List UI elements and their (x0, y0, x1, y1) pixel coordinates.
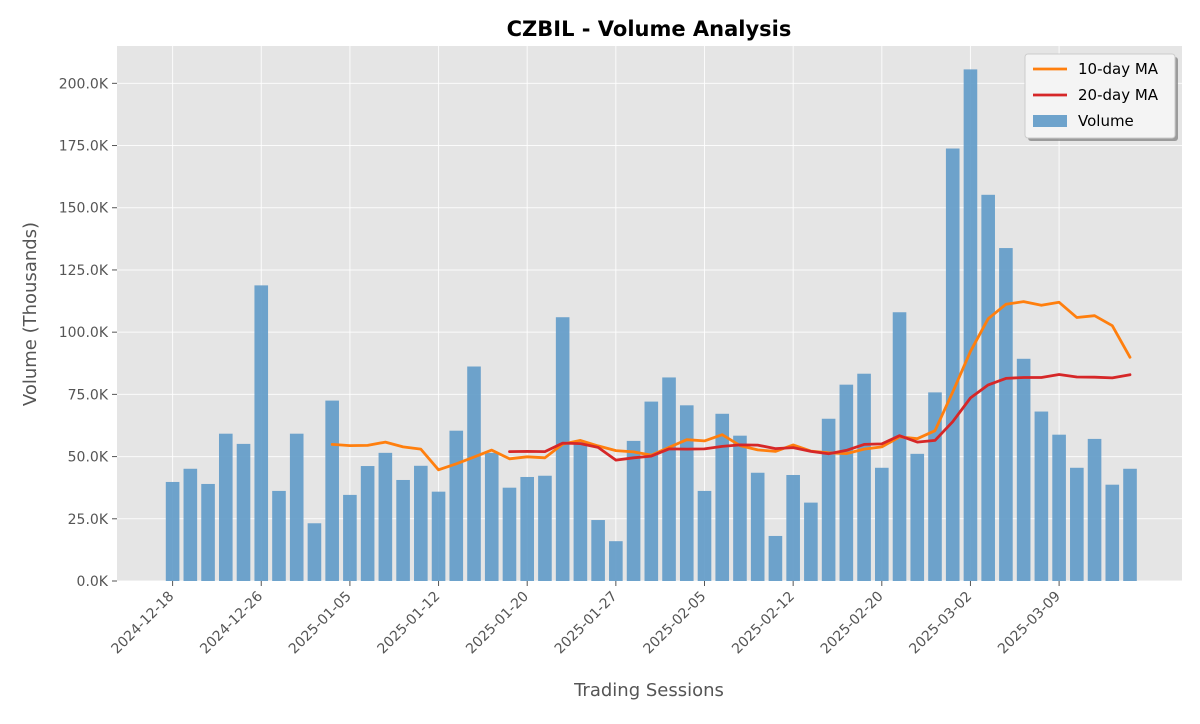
x-tick-label: 2025-03-09 (995, 589, 1064, 658)
x-tick-label: 2025-02-20 (818, 589, 887, 658)
volume-bar (1087, 438, 1102, 581)
volume-bar (254, 285, 269, 581)
volume-bar (804, 502, 818, 581)
x-tick-label: 2024-12-18 (109, 589, 178, 658)
x-axis: 2024-12-18 2024-12-26 2025-01-05 2025-01-12… (109, 581, 1064, 657)
y-tick-label: 175.0K (59, 139, 109, 155)
volume-bar (502, 487, 517, 581)
volume-bar (1016, 358, 1031, 581)
legend: 10-day MA 20-day MA Volume (1024, 53, 1178, 141)
volume-bar (875, 467, 889, 581)
volume-bar (821, 418, 836, 581)
volume-bar (591, 520, 605, 581)
y-tick-label: 0.0K (77, 574, 109, 590)
volume-bar (733, 435, 747, 581)
volume-bar (289, 433, 304, 581)
volume-bar (644, 401, 659, 581)
volume-bar (786, 474, 800, 581)
volume-bar (573, 442, 588, 581)
volume-bar (325, 400, 339, 581)
volume-bar (945, 148, 960, 581)
volume-bar (520, 476, 534, 581)
x-tick-label: 2025-02-05 (640, 589, 709, 658)
volume-bar (999, 248, 1013, 581)
y-tick-label: 75.0K (68, 387, 109, 403)
volume-bar (414, 465, 428, 581)
volume-bar (697, 490, 712, 581)
volume-bar (484, 452, 499, 581)
volume-bar (981, 194, 995, 581)
volume-bar (1123, 468, 1137, 581)
x-tick-label: 2025-01-12 (375, 589, 444, 658)
legend-label-volume: Volume (1078, 112, 1134, 130)
x-tick-label: 2025-01-05 (286, 589, 355, 658)
volume-bar (892, 312, 907, 581)
volume-bar (431, 491, 446, 581)
volume-bar (272, 490, 286, 581)
volume-bar (396, 479, 410, 581)
volume-bar (236, 443, 251, 581)
y-tick-label: 100.0K (59, 325, 109, 341)
volume-bar (1070, 467, 1084, 581)
volume-bar (183, 468, 198, 581)
volume-bar (1034, 411, 1049, 581)
volume-bar (1105, 484, 1120, 581)
ma20-line (508, 373, 1132, 462)
volume-bar (768, 535, 783, 581)
volume-bar (467, 366, 481, 581)
volume-bar (343, 494, 357, 581)
volume-bar (218, 433, 233, 581)
volume-bar (715, 413, 730, 581)
volume-bar (626, 440, 641, 581)
legend-swatch-volume (1033, 115, 1067, 127)
volume-bar (307, 523, 322, 581)
y-tick-label: 125.0K (59, 263, 109, 279)
x-tick-label: 2024-12-26 (197, 588, 266, 657)
y-tick-label: 150.0K (59, 201, 109, 217)
volume-bar (555, 317, 570, 581)
y-axis-label: Volume (Thousands) (20, 222, 41, 406)
volume-bar (963, 69, 978, 582)
ma10-line (330, 300, 1132, 472)
y-tick-label: 25.0K (68, 512, 109, 528)
volume-bar (910, 453, 925, 581)
x-tick-label: 2025-03-02 (906, 589, 975, 658)
volume-bar (378, 452, 393, 581)
volume-bar (839, 384, 854, 581)
moving-average-lines (330, 300, 1132, 472)
volume-bar (1052, 434, 1066, 581)
y-axis: 0.0K 25.0K 50.0K 75.0K 100.0K 125.0K 150.0K 175… (59, 76, 117, 590)
volume-bar (538, 475, 552, 581)
y-tick-label: 200.0K (59, 76, 109, 92)
y-tick-label: 50.0K (68, 450, 109, 466)
volume-bar (449, 430, 464, 581)
x-tick-label: 2025-01-27 (552, 589, 621, 658)
volume-bar (165, 481, 180, 581)
chart-title: CZBIL - Volume Analysis (507, 17, 792, 41)
legend-label-ma20: 20-day MA (1078, 86, 1159, 104)
volume-bar (360, 466, 375, 581)
legend-label-ma10: 10-day MA (1078, 60, 1159, 78)
volume-bar (679, 405, 694, 581)
x-tick-label: 2025-02-12 (729, 589, 798, 658)
volume-bar (750, 472, 765, 581)
volume-bar (857, 373, 871, 581)
volume-bar (609, 541, 623, 581)
x-tick-label: 2025-01-20 (463, 589, 532, 658)
volume-bar (662, 377, 676, 581)
volume-bar (201, 483, 215, 581)
x-axis-label: Trading Sessions (573, 680, 724, 701)
